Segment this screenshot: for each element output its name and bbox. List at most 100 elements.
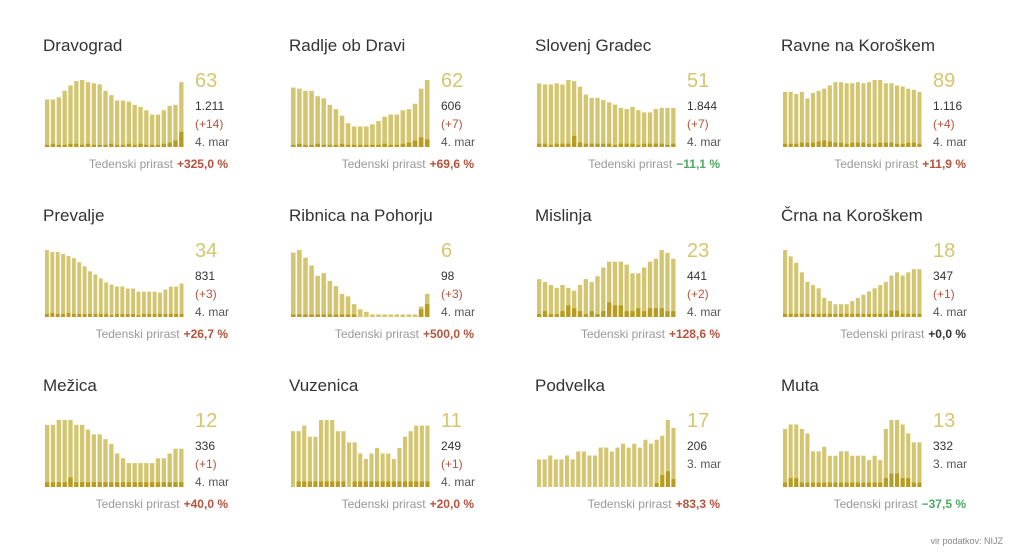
bar-chart — [45, 420, 184, 487]
bar — [82, 266, 87, 317]
update-date: 3. mar — [687, 457, 722, 471]
weekly-growth-label: Tedenski prirast — [588, 157, 673, 171]
bar — [380, 453, 385, 487]
bar — [85, 82, 91, 147]
bar-new — [827, 482, 832, 487]
bar — [412, 314, 418, 317]
bar — [144, 110, 149, 147]
bar-new — [560, 143, 565, 147]
bar-new — [131, 313, 136, 317]
bar-new — [303, 144, 308, 147]
bar — [560, 284, 565, 317]
bar-new — [867, 482, 872, 487]
bar-new — [861, 313, 866, 317]
bar-new — [147, 313, 152, 317]
bar-new — [167, 482, 172, 487]
bar-new — [844, 482, 849, 487]
bar-new — [548, 314, 553, 317]
total-cases: 831 — [195, 269, 216, 283]
bar-new — [642, 311, 647, 317]
bar — [403, 436, 408, 487]
bar — [883, 428, 888, 487]
panel-title: Slovenj Gradec — [535, 36, 652, 55]
bar-new — [822, 313, 827, 317]
bar-new — [653, 143, 658, 147]
bar — [861, 455, 866, 487]
bar — [327, 104, 333, 147]
bar-new — [370, 144, 375, 147]
bar — [671, 107, 676, 147]
bar-new — [50, 312, 55, 317]
bar — [103, 90, 108, 147]
bar-new — [855, 142, 860, 147]
bar — [357, 309, 363, 317]
bar — [321, 98, 327, 147]
bar-new — [911, 482, 916, 487]
bar-chart — [537, 80, 676, 147]
bar — [607, 261, 612, 317]
bar-new — [397, 481, 402, 487]
bar-new — [630, 311, 635, 317]
bar — [839, 82, 844, 147]
bar — [351, 126, 357, 147]
bar-new — [158, 313, 162, 317]
bar — [883, 83, 888, 147]
bar-new — [115, 144, 120, 147]
bar-new — [612, 144, 618, 147]
update-date: 4. mar — [195, 135, 230, 149]
daily-change: (+4) — [933, 117, 955, 131]
bar-new — [583, 143, 588, 147]
weekly-growth-value: +83,3 % — [675, 497, 720, 511]
bar — [601, 267, 606, 317]
bar-new — [391, 481, 396, 487]
bar — [291, 431, 296, 487]
bar — [174, 286, 179, 317]
bar-new — [872, 143, 877, 147]
weekly-growth-value: +128,6 % — [668, 327, 720, 341]
total-cases: 332 — [933, 439, 954, 453]
bar-new — [906, 478, 911, 487]
bar — [833, 304, 838, 317]
bar-new — [376, 144, 381, 147]
bar — [783, 91, 788, 147]
weekly-growth: Tedenski prirast −37,5 % — [834, 497, 966, 511]
bar-new — [889, 310, 894, 317]
weekly-growth-label: Tedenski prirast — [95, 327, 180, 341]
bar — [179, 82, 184, 147]
bar-new — [56, 482, 61, 487]
bar — [61, 254, 66, 317]
bar — [406, 314, 412, 317]
bar-new — [671, 143, 676, 147]
bar-new — [653, 308, 658, 317]
total-cases: 98 — [441, 269, 455, 283]
daily-change: (+1) — [933, 287, 955, 301]
bar-new — [805, 313, 810, 317]
bar-new — [900, 478, 905, 487]
bar-new — [548, 144, 553, 147]
bar — [665, 420, 670, 487]
bar — [647, 261, 653, 317]
bar-new — [74, 482, 79, 487]
bar-new — [647, 143, 653, 147]
bar-new — [878, 482, 883, 487]
weekly-growth: Tedenski prirast +40,0 % — [96, 497, 228, 511]
bar — [788, 256, 793, 317]
bar — [900, 86, 905, 147]
bar-new — [883, 142, 888, 147]
bar — [583, 94, 588, 147]
bar — [618, 107, 623, 147]
bar — [816, 451, 821, 487]
bar — [895, 420, 900, 487]
bar — [345, 123, 351, 147]
municipality-panel: Ribnica na Pohorju 6 98 (+3) 4. mar Tedenski … — [289, 206, 519, 356]
bar — [565, 455, 570, 487]
bar — [91, 434, 96, 487]
bar-new — [168, 313, 173, 317]
bar — [425, 425, 430, 487]
bar — [632, 443, 637, 487]
total-cases: 206 — [687, 439, 708, 453]
bar — [297, 250, 302, 317]
update-date: 4. mar — [195, 305, 230, 319]
bar — [327, 280, 333, 317]
bar — [364, 311, 369, 317]
